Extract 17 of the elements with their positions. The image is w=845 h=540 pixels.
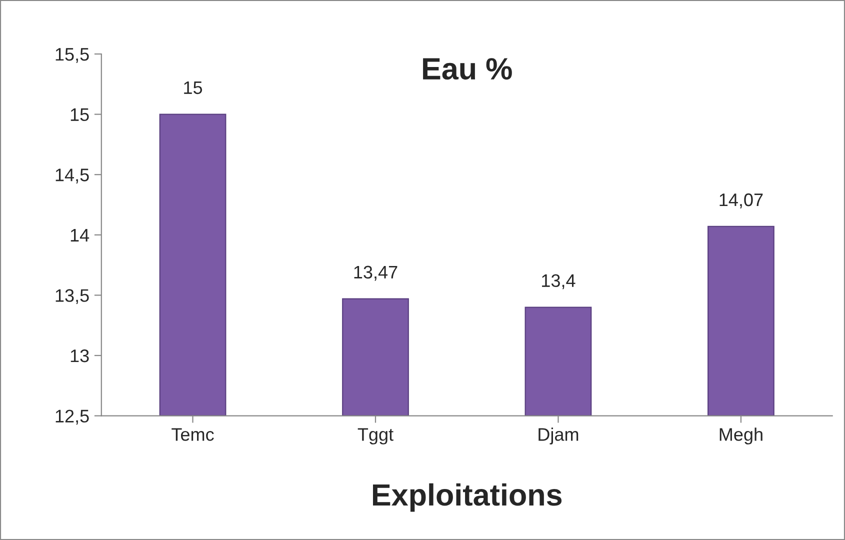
y-tick-label: 13 [70,349,89,362]
y-tick-label: 14,5 [56,168,89,184]
data-label: 14,07 [720,193,763,208]
data-label: 13,47 [354,266,398,281]
y-tick-label: 14 [70,229,90,242]
chart-title: Eau % [423,58,512,80]
x-axis-title: Exploitations [372,483,562,512]
data-label: 13,4 [542,274,576,290]
data-label: 15 [184,81,202,94]
y-tick-label: 15 [70,108,89,122]
y-tick-label: 13,5 [56,289,89,304]
y-tick-label: 12,5 [56,410,89,425]
x-tick-label: Djam [538,428,578,444]
x-tick-label: Tggt [358,428,394,444]
y-tick-label: 15,5 [56,48,89,63]
x-tick-label: Temc [172,428,214,441]
x-tick-label: Megh [720,428,762,444]
